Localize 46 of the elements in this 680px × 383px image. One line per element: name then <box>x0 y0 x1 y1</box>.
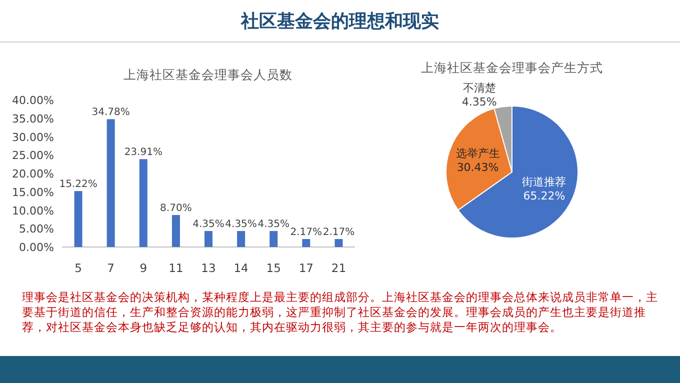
y-tick-label: 20.00% <box>12 168 54 180</box>
x-tick-label: 17 <box>298 261 314 275</box>
data-label: 23.91% <box>124 147 162 158</box>
x-tick-label: 21 <box>331 261 346 275</box>
data-label: 4.35% <box>258 219 290 230</box>
data-label: 2.17% <box>322 227 355 238</box>
bar <box>172 215 180 247</box>
x-tick-label: 5 <box>74 261 82 275</box>
slice-label: 选举产生 <box>456 146 500 160</box>
bar <box>204 231 212 247</box>
slice-label: 不清楚 <box>462 82 496 95</box>
chart-title: 上海社区基金会理事会人员数 <box>124 67 292 82</box>
bar <box>270 231 278 247</box>
data-label: 4.35% <box>462 96 497 109</box>
bar <box>237 231 246 247</box>
y-tick-label: 10.00% <box>12 204 54 218</box>
y-tick-label: 40.00% <box>12 94 54 107</box>
bar <box>74 191 82 247</box>
y-tick-label: 30.00% <box>12 130 54 144</box>
text: 社区基金会的理想和现实 <box>240 11 439 32</box>
data-label: 4.35% <box>225 219 257 230</box>
data-label: 30.43% <box>456 160 499 174</box>
y-tick-label: 5.00% <box>19 222 54 236</box>
slice-label: 街道推荐 <box>522 176 566 189</box>
data-label: 15.22% <box>59 179 98 190</box>
y-tick-label: 15.00% <box>12 186 54 199</box>
y-tick-label: 25.00% <box>12 149 54 162</box>
y-tick-label: 0.00% <box>19 241 54 254</box>
bar <box>139 159 148 247</box>
chart-title: 上海社区基金会理事会产生方式 <box>421 60 603 75</box>
x-tick-label: 14 <box>234 261 248 275</box>
y-tick-label: 35.00% <box>12 112 54 126</box>
data-label: 4.35% <box>192 219 224 230</box>
data-label: 65.22% <box>523 190 566 203</box>
x-tick-label: 15 <box>266 261 281 275</box>
x-tick-label: 9 <box>140 261 148 275</box>
text: 理事会是社区基金会的决策机构，某种程度上是最主要的组成部分。上海社区基金会的理事会总体来说成员非常单一，主要基于街道的信任，生产和整合资源的能力极弱，这严重抑制了社区基金会的发展。理事会成员的产生也主要是街道推荐，对社区基金会本身也缺乏足够的认知，其内在驱动力很弱，其主要的参与就是一年两次的理事会。 <box>22 290 659 335</box>
data-label: 34.78% <box>92 107 130 118</box>
bar <box>106 119 115 247</box>
bar <box>302 239 310 247</box>
x-tick-label: 7 <box>107 261 114 275</box>
x-tick-label: 13 <box>201 261 216 275</box>
bar <box>334 239 343 247</box>
data-label: 2.17% <box>290 227 322 238</box>
x-tick-label: 11 <box>168 261 184 275</box>
data-label: 8.70% <box>160 203 192 214</box>
